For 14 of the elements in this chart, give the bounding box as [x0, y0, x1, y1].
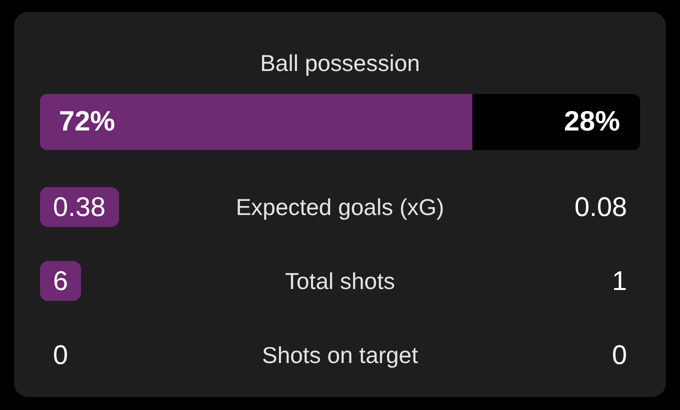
data-label: 72%: [59, 106, 116, 137]
data-label: 0: [612, 340, 627, 370]
data-label: 0: [53, 340, 68, 370]
data-label: 28%: [564, 106, 620, 137]
data-label: 0.38: [53, 192, 106, 222]
chart-title: Ball possession: [260, 50, 420, 76]
category-label: Total shots: [285, 268, 395, 294]
category-label: Shots on target: [262, 342, 418, 368]
category-label: Expected goals (xG): [236, 194, 444, 220]
badge: 0.38: [40, 187, 119, 227]
data-label: 1: [612, 266, 627, 296]
data-label: 6: [53, 266, 68, 296]
data-label: 0.08: [574, 192, 627, 222]
badge: 6: [40, 261, 82, 301]
